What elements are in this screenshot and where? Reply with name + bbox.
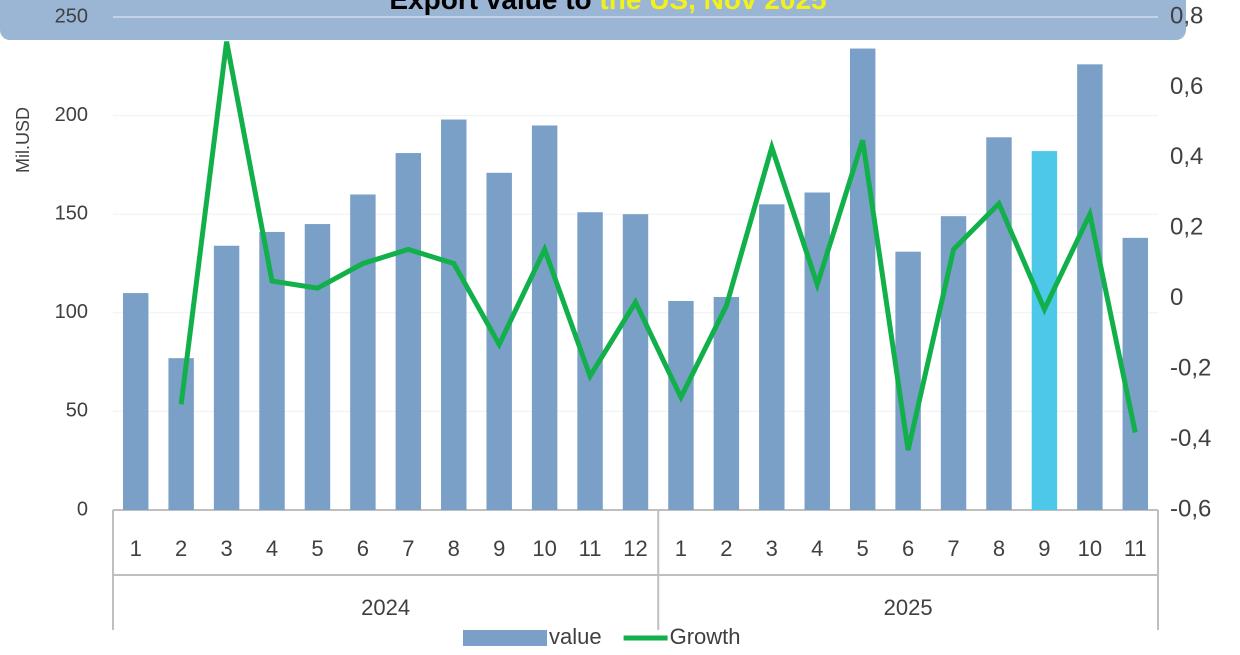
x-tick-label: 11 (579, 536, 602, 561)
x-tick-label: 5 (311, 536, 323, 561)
x-tick-label: 6 (357, 536, 369, 561)
bar (1122, 237, 1149, 510)
x-tick-label: 5 (857, 536, 869, 561)
y2-tick-label: -0,6 (1170, 495, 1211, 522)
x-tick-label: 2 (720, 536, 732, 561)
bar (940, 216, 967, 510)
bar (1077, 64, 1103, 510)
x-tick-label: 10 (532, 536, 556, 561)
bar (668, 300, 694, 510)
bar (441, 119, 467, 510)
x-tick-label: 9 (1038, 536, 1050, 561)
bar (986, 137, 1012, 511)
x-tick-label: 10 (1078, 536, 1102, 561)
title-part: Export value to (389, 0, 591, 15)
y-tick-label: 0 (77, 498, 88, 520)
x-tick-label: 8 (448, 536, 460, 561)
x-tick-label: 7 (402, 536, 414, 561)
bar (395, 153, 422, 510)
group-label: 2025 (884, 595, 933, 620)
bar (804, 192, 830, 510)
x-tick-label: 3 (766, 536, 778, 561)
title-part: the US, Nov 2025 (599, 0, 826, 15)
x-tick-label: 3 (220, 536, 232, 561)
chart-title: Export value to the US, Nov 2025 (389, 0, 826, 15)
x-tick-label: 12 (623, 536, 647, 561)
y2-tick-label: -0,4 (1170, 425, 1211, 452)
y2-tick-label: 0,2 (1170, 214, 1203, 241)
x-tick-label: 2 (175, 536, 187, 561)
bar (849, 48, 876, 510)
y2-tick-label: -0,2 (1170, 354, 1211, 381)
x-tick-label: 6 (902, 536, 914, 561)
legend-swatch (463, 630, 547, 646)
group-label: 2024 (361, 595, 410, 620)
x-tick-label: 1 (130, 536, 142, 561)
y-axis-label: Mil.USD (13, 107, 33, 173)
x-tick-label: 1 (675, 536, 687, 561)
x-tick-label: 4 (811, 536, 823, 561)
x-tick-label: 7 (947, 536, 959, 561)
bar (622, 214, 649, 510)
bar (350, 194, 376, 511)
bar (213, 245, 240, 510)
title-band (0, 0, 1186, 40)
bar (168, 358, 194, 510)
y2-tick-label: 0,8 (1170, 2, 1203, 29)
y-tick-label: 250 (55, 5, 88, 27)
y-tick-label: 50 (66, 400, 88, 422)
y2-tick-label: 0,4 (1170, 143, 1203, 170)
bar (531, 125, 558, 511)
bar (1031, 151, 1058, 510)
x-tick-label: 11 (1124, 536, 1147, 561)
legend-label: Growth (670, 624, 741, 649)
bar (304, 224, 331, 510)
x-tick-label: 4 (266, 536, 278, 561)
y-tick-label: 100 (55, 301, 88, 323)
bar (713, 297, 740, 510)
growth-line (178, 41, 1138, 451)
bar (122, 293, 149, 510)
x-tick-label: 8 (993, 536, 1005, 561)
legend-label: value (549, 624, 602, 649)
y2-tick-label: 0 (1170, 284, 1183, 311)
bar (759, 204, 785, 510)
x-tick-label: 9 (493, 536, 505, 561)
y-tick-label: 200 (55, 104, 88, 126)
y2-tick-label: 0,6 (1170, 73, 1203, 100)
y-tick-label: 150 (55, 202, 88, 224)
